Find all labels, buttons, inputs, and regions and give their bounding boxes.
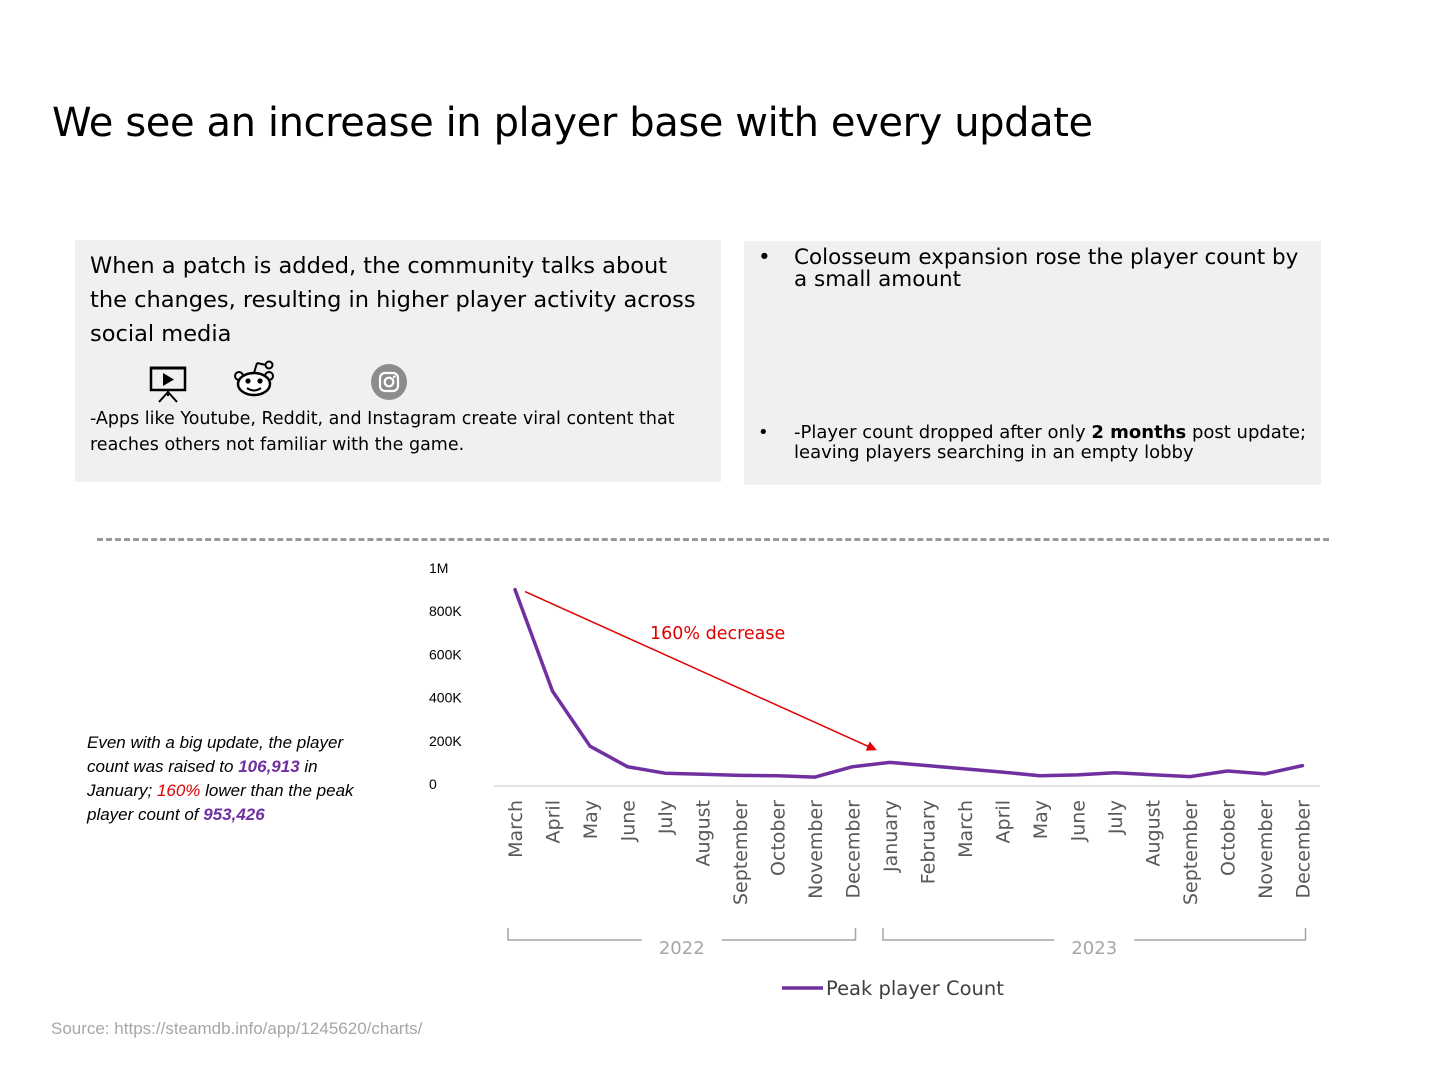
data-point <box>1038 774 1042 778</box>
presentation-play-icon <box>149 366 187 403</box>
decrease-annotation: 160% decrease <box>650 624 785 644</box>
x-tick-label: September <box>1180 800 1202 905</box>
x-tick-label: March <box>505 800 527 858</box>
data-point <box>776 774 780 778</box>
note-text: Even with a big update, the player count… <box>87 733 344 776</box>
data-point <box>1076 773 1080 777</box>
data-point <box>963 767 967 771</box>
data-point <box>926 764 930 768</box>
x-tick-label: October <box>1218 800 1240 876</box>
update-notes-panel: • Colosseum expansion rose the player co… <box>744 241 1321 485</box>
data-point <box>551 689 555 693</box>
year-label: 2023 <box>1071 938 1117 959</box>
x-tick-label: August <box>693 800 715 867</box>
y-tick-label: 1M <box>429 560 448 576</box>
x-tick-label: July <box>1105 800 1127 835</box>
bullet-text: Colosseum expansion rose the player coun… <box>794 245 1299 292</box>
data-point <box>588 744 592 748</box>
data-point <box>813 775 817 779</box>
bullet-item-player-drop: • -Player count dropped after only 2 mon… <box>758 422 1314 463</box>
update-note: Even with a big update, the player count… <box>87 731 387 827</box>
note-text: in January; <box>87 757 318 800</box>
x-tick-label: June <box>1068 800 1090 842</box>
x-tick-label: May <box>1030 800 1052 839</box>
x-tick-label: January <box>880 800 902 873</box>
note-percent: 160% <box>156 781 201 800</box>
bullet-text-post: post update; leaving players searching i… <box>794 422 1307 463</box>
section-divider <box>97 538 1329 541</box>
x-tick-label: September <box>730 800 752 905</box>
data-point <box>626 765 630 769</box>
x-tick-label: November <box>1255 800 1277 899</box>
data-point <box>1263 772 1267 776</box>
x-tick-label: December <box>1293 800 1315 899</box>
data-point <box>701 772 705 776</box>
decrease-arrow <box>524 590 877 751</box>
data-point <box>663 771 667 775</box>
x-tick-label: October <box>768 800 790 876</box>
data-point <box>1151 773 1155 777</box>
reddit-icon <box>234 360 274 397</box>
y-tick-label: 200K <box>429 733 462 749</box>
data-point <box>1113 771 1117 775</box>
year-bracket <box>882 928 1307 941</box>
note-text: lower than the peak player count of <box>87 781 354 824</box>
note-value-peak: 953,426 <box>203 805 265 824</box>
bullet-item-colosseum: • Colosseum expansion rose the player co… <box>758 245 1314 292</box>
slide-title: We see an increase in player base with e… <box>52 100 1093 146</box>
bullet-text-bold: 2 months <box>1091 422 1187 443</box>
viral-content-text: -Apps like Youtube, Reddit, and Instagra… <box>90 409 675 455</box>
y-tick-label: 800K <box>429 603 462 619</box>
bullet-dot: • <box>758 245 771 270</box>
social-media-panel: When a patch is added, the community tal… <box>75 240 721 482</box>
x-tick-label: November <box>805 800 827 899</box>
data-point <box>513 588 517 592</box>
source-note: Source: https://steamdb.info/app/1245620… <box>51 1019 423 1038</box>
y-tick-label: 400K <box>429 690 462 706</box>
x-tick-label: June <box>618 800 640 842</box>
note-value-january: 106,913 <box>238 757 300 776</box>
x-tick-label: April <box>543 800 565 843</box>
legend-label: Peak player Count <box>826 977 1004 1000</box>
data-point <box>738 773 742 777</box>
community-text: When a patch is added, the community tal… <box>90 253 696 347</box>
data-point <box>851 765 855 769</box>
x-tick-label: August <box>1143 800 1165 867</box>
x-tick-label: May <box>580 800 602 839</box>
data-point <box>888 760 892 764</box>
data-point <box>1001 770 1005 774</box>
y-tick-label: 600K <box>429 646 462 662</box>
x-tick-label: April <box>993 800 1015 843</box>
year-bracket <box>507 928 857 941</box>
x-tick-label: February <box>918 800 940 884</box>
data-point <box>1301 764 1305 768</box>
data-point <box>1226 769 1230 773</box>
x-tick-label: July <box>655 800 677 835</box>
x-tick-label: March <box>955 800 977 858</box>
y-tick-label: 0 <box>429 776 437 792</box>
year-label: 2022 <box>659 938 705 959</box>
data-point <box>1188 775 1192 779</box>
bullet-dot: • <box>758 422 769 443</box>
x-tick-label: December <box>843 800 865 899</box>
bullet-text-pre: -Player count dropped after only <box>794 422 1092 443</box>
series-line-peak-player-count <box>513 587 1305 779</box>
instagram-icon <box>371 364 407 400</box>
